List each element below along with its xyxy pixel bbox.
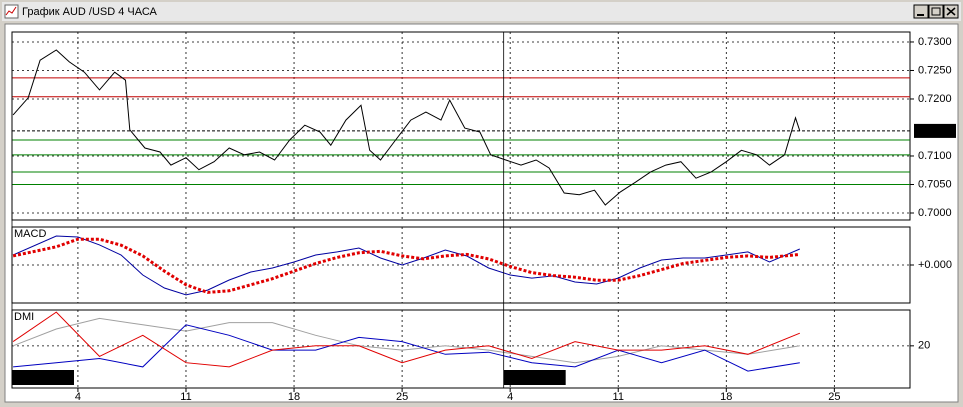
maximize-button[interactable] (928, 4, 944, 19)
app-icon (4, 4, 19, 19)
y-tick-label: +0.000 (918, 259, 952, 271)
close-icon (946, 7, 956, 16)
x-tick-label: 18 (288, 391, 300, 403)
y-tick-label: 0.7200 (918, 93, 952, 105)
last-price-label: 0.7144 (917, 125, 951, 137)
x-tick-label: 11 (613, 391, 624, 403)
y-tick-label: 20 (918, 340, 930, 352)
y-tick-label: 0.7000 (918, 207, 952, 219)
panel (11, 31, 911, 221)
app-icon-graph (5, 6, 17, 16)
series-line (12, 317, 800, 364)
month-label: Фев 2019 (18, 372, 66, 384)
series-line (13, 324, 800, 372)
series-line (12, 311, 800, 368)
x-tick-label: 4 (507, 391, 513, 403)
last-price-box (914, 123, 956, 138)
month-box (503, 370, 566, 385)
window-controls (913, 4, 959, 19)
month-label: Мар 2019 (510, 372, 559, 384)
x-tick-label: 4 (75, 391, 81, 403)
month-box (12, 370, 74, 385)
x-tick-label: 18 (720, 391, 732, 403)
x-tick-label: 25 (828, 391, 840, 403)
x-tick-label: 11 (180, 391, 191, 403)
panel-label: DMI (14, 311, 34, 323)
y-tick-label: 0.7050 (918, 178, 952, 190)
minimize-button[interactable] (913, 4, 929, 19)
y-tick-label: 0.7300 (918, 36, 952, 48)
panel (11, 226, 911, 304)
title-bar (2, 2, 961, 21)
y-tick-label: 0.7100 (918, 150, 952, 162)
series-line (12, 49, 801, 206)
y-tick-label: 0.7250 (918, 64, 952, 76)
x-tick-label: 25 (396, 391, 408, 403)
panel-label: MACD (14, 228, 46, 240)
series-line (12, 237, 800, 294)
maximize-icon (931, 7, 941, 16)
series-line (12, 235, 800, 296)
window-title: График AUD /USD 4 ЧАСА (22, 6, 158, 18)
